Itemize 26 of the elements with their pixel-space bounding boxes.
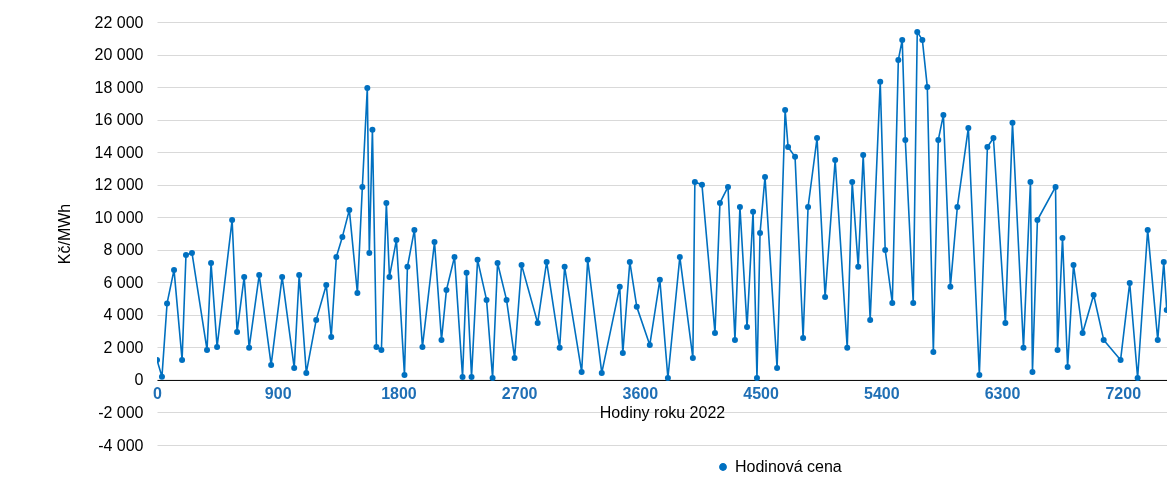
y-tick-label: 6 000: [103, 273, 144, 291]
y-tick-label: 0: [134, 371, 144, 389]
x-tick-label: 3600: [622, 385, 659, 403]
x-tick-label: 0: [153, 385, 163, 403]
x-tick-label: 1800: [381, 385, 417, 403]
x-tick-label: 5400: [864, 385, 900, 403]
y-tick-label: 10 000: [94, 208, 144, 226]
x-tick-label: 2700: [501, 385, 538, 403]
y-tick-label: 4 000: [103, 306, 144, 324]
x-tick-label: 4500: [743, 385, 779, 403]
y-tick-label: 2 000: [103, 338, 144, 356]
legend-label: Hodinová cena: [735, 458, 842, 475]
y-tick-label: -4 000: [98, 436, 144, 454]
x-axis-title: Hodiny roku 2022: [599, 404, 726, 422]
y-tick-label: 14 000: [94, 143, 144, 161]
y-tick-label: 8 000: [103, 241, 144, 259]
y-tick-label: 20 000: [94, 46, 144, 64]
y-tick-label: 12 000: [94, 176, 144, 194]
x-tick-label: 900: [264, 385, 292, 403]
y-tick-label: 16 000: [94, 111, 144, 129]
y-tick-label: 18 000: [94, 78, 144, 96]
y-tick-label: -2 000: [98, 403, 144, 421]
y-axis-title: Kč/MWh: [55, 203, 73, 265]
y-tick-label: 22 000: [94, 13, 144, 31]
x-tick-label: 6300: [984, 385, 1021, 403]
x-tick-label: 7200: [1105, 385, 1142, 403]
